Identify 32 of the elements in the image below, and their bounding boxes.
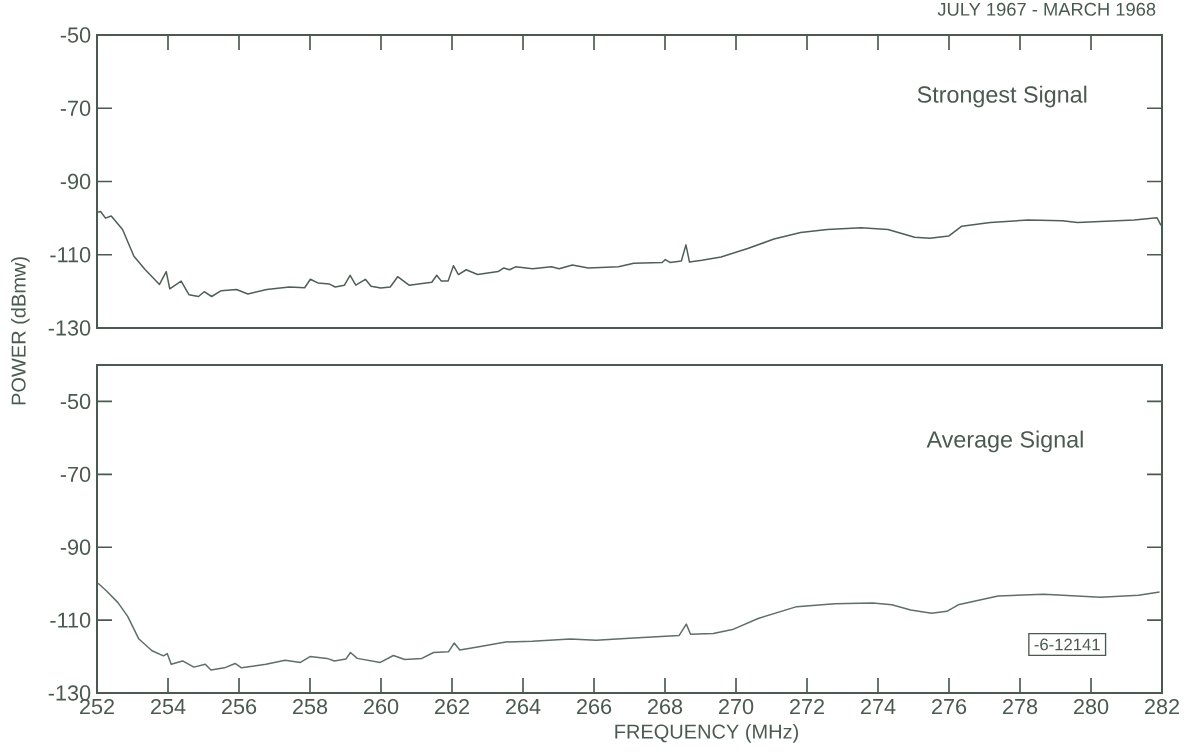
y-tick-label: -70: [60, 466, 91, 483]
x-tick-label: 262: [435, 698, 469, 715]
x-tick-label: 282: [1145, 698, 1179, 715]
x-tick-label: 256: [222, 698, 257, 715]
x-tick-label: 252: [80, 698, 114, 715]
y-tick-label: -110: [50, 612, 91, 628]
x-tick-label: 276: [932, 698, 967, 715]
annotation: Average Signal: [926, 430, 1083, 453]
x-tick-label: 260: [364, 698, 399, 715]
x-tick-label: 280: [1074, 698, 1109, 715]
y-tick-label: -50: [60, 393, 91, 410]
x-tick-label: 254: [151, 698, 186, 715]
annotation: -6-12141: [1034, 638, 1100, 651]
y-tick-label: -90: [60, 539, 91, 555]
x-axis-title: FREQUENCY (MHz): [615, 724, 798, 743]
y-tick-label: -90: [60, 173, 91, 190]
y-tick-label: -130: [48, 320, 91, 336]
x-tick-label: 268: [648, 698, 683, 715]
x-tick-label: 272: [790, 698, 824, 715]
y-axis-title: POWER (dBmw): [11, 257, 30, 405]
x-tick-label: 278: [1003, 698, 1038, 715]
x-tick-label: 258: [293, 698, 328, 715]
x-tick-label: 274: [861, 698, 896, 715]
y-tick-label: -70: [60, 100, 91, 116]
y-tick-label: -50: [60, 27, 91, 43]
y-tick-label: -110: [50, 247, 91, 263]
x-tick-label: 266: [577, 698, 612, 715]
y-tick-label: -130: [48, 685, 91, 701]
x-tick-label: 270: [719, 698, 754, 715]
chart-title: JULY 1967 - MARCH 1968: [937, 2, 1156, 16]
annotation: Strongest Signal: [917, 85, 1087, 108]
x-tick-label: 264: [506, 698, 541, 715]
